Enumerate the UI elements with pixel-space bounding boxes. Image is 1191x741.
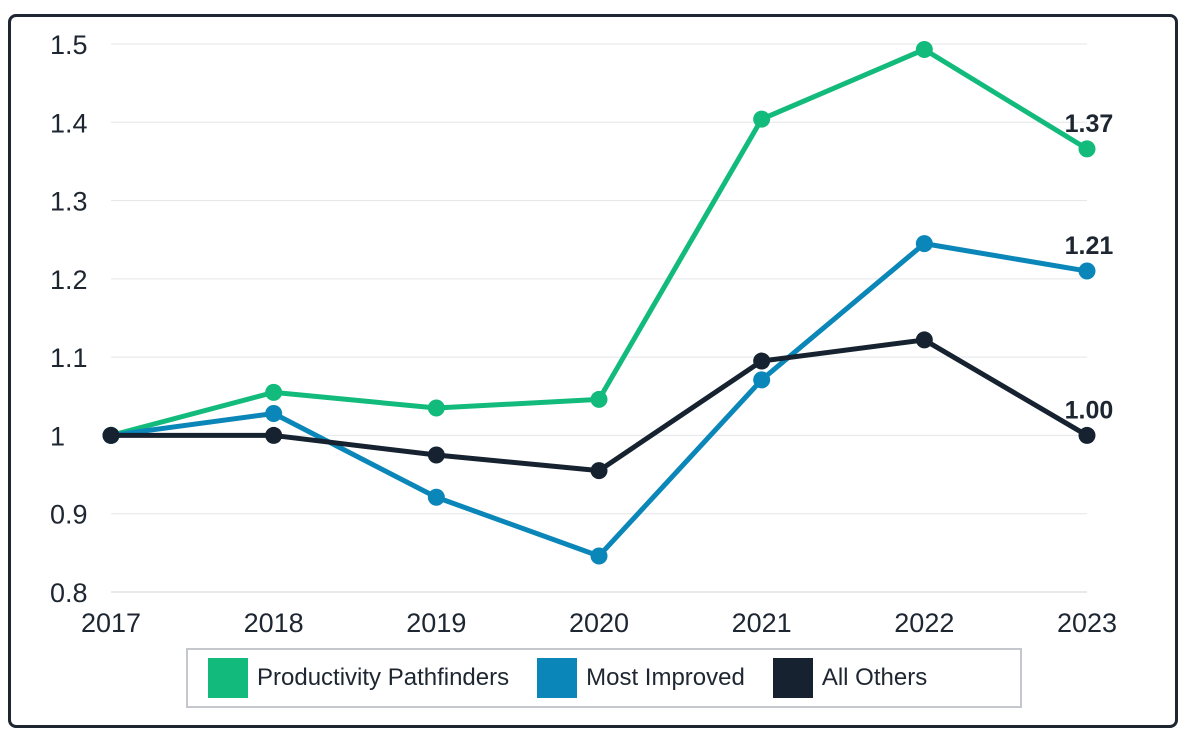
x-tick-label: 2023: [1057, 608, 1117, 638]
chart-frame: [8, 14, 1178, 728]
end-value-label: 1.21: [1065, 232, 1114, 260]
data-point[interactable]: [265, 426, 283, 444]
series-line: [108, 46, 1090, 438]
data-point[interactable]: [265, 405, 283, 423]
y-tick-label: 1.2: [50, 265, 88, 295]
data-point[interactable]: [265, 383, 283, 401]
y-tick-label: 0.8: [50, 578, 88, 608]
x-tick-label: 2022: [894, 608, 954, 638]
legend-swatch: [537, 658, 578, 698]
legend-label: All Others: [821, 664, 928, 691]
y-tick-label: 1.5: [50, 30, 88, 60]
data-point[interactable]: [753, 352, 771, 370]
y-tick-label: 1.3: [50, 187, 88, 217]
y-axis-ticks: 1.5 1.4 1.3 1.2 1.1 1 0.9 0.8: [50, 30, 88, 608]
data-point[interactable]: [915, 235, 933, 253]
gridlines: [111, 43, 1087, 593]
legend-swatch: [208, 658, 248, 698]
data-point[interactable]: [590, 547, 608, 565]
data-point[interactable]: [102, 426, 120, 444]
x-tick-label: 2020: [569, 608, 629, 638]
legend-label: Most Improved: [586, 664, 745, 691]
y-tick-label: 1: [50, 421, 65, 451]
data-point[interactable]: [1078, 140, 1096, 158]
legend-swatch: [772, 658, 813, 698]
data-point[interactable]: [753, 371, 771, 389]
data-point[interactable]: [427, 488, 445, 506]
legend-label: Productivity Pathfinders: [257, 664, 510, 691]
legend: Productivity Pathfinders Most Improved A…: [186, 648, 1022, 708]
legend-item-all-others[interactable]: All Others: [772, 658, 928, 698]
data-point[interactable]: [427, 446, 445, 464]
y-tick-label: 1.1: [50, 343, 88, 373]
data-point[interactable]: [753, 110, 771, 128]
series-lines: [102, 40, 1096, 565]
x-tick-label: 2019: [406, 608, 466, 638]
y-tick-label: 1.4: [50, 108, 88, 138]
end-value-label: 1.00: [1065, 396, 1114, 424]
x-tick-label: 2021: [732, 608, 792, 638]
legend-item-productivity-pathfinders[interactable]: Productivity Pathfinders: [208, 658, 509, 698]
data-point[interactable]: [1078, 262, 1096, 280]
x-tick-label: 2018: [244, 608, 304, 638]
end-value-label: 1.37: [1065, 110, 1114, 138]
legend-item-most-improved[interactable]: Most Improved: [537, 658, 745, 698]
data-point[interactable]: [590, 462, 608, 480]
x-tick-label: 2017: [81, 608, 141, 638]
data-point[interactable]: [915, 331, 933, 349]
x-axis-ticks: 2017 2018 2019 2020 2021 2022 2023: [81, 608, 1117, 638]
y-tick-label: 0.9: [50, 500, 88, 530]
end-labels: 1.37 1.21 1.00: [1065, 110, 1114, 425]
series-2: [102, 331, 1096, 480]
data-point[interactable]: [915, 40, 933, 58]
series-0: [102, 40, 1096, 444]
data-point[interactable]: [590, 390, 608, 408]
data-point[interactable]: [1078, 426, 1096, 444]
data-point[interactable]: [427, 399, 445, 417]
